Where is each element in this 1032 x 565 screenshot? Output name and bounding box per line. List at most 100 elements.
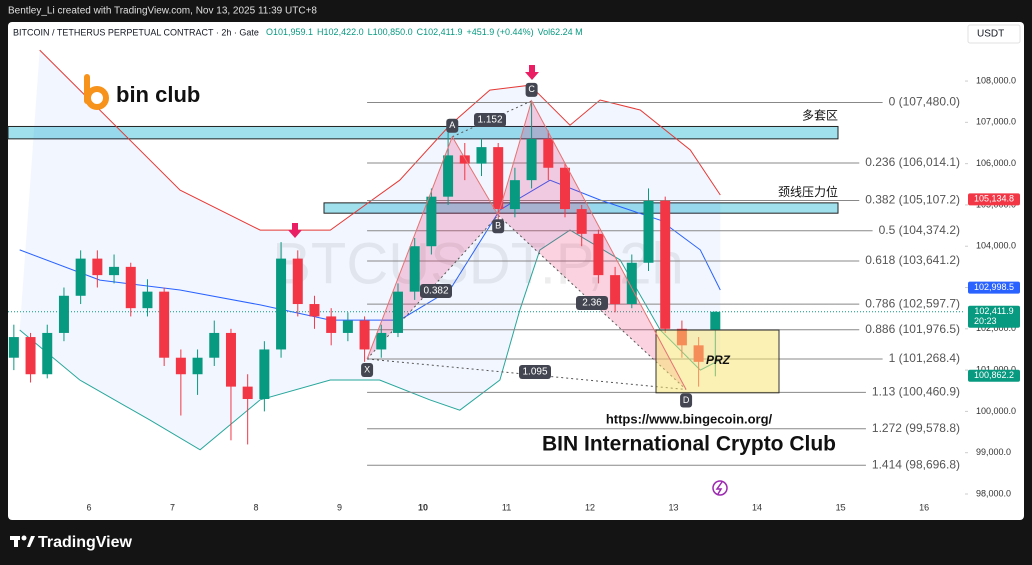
candle-body bbox=[710, 311, 721, 331]
candle-body bbox=[175, 357, 186, 375]
point-label: B bbox=[495, 221, 501, 231]
x-tick-label: 13 bbox=[669, 502, 679, 512]
x-tick-label: 10 bbox=[418, 502, 428, 512]
y-tick-label: 104,000.0 bbox=[976, 241, 1016, 251]
candle-body bbox=[626, 262, 637, 305]
fib-label: 1.13 (100,460.9) bbox=[872, 385, 960, 399]
fib-label: 0 (107,480.0) bbox=[889, 95, 960, 109]
ratio-badge bbox=[420, 284, 452, 298]
club-name: BIN International Crypto Club bbox=[542, 433, 836, 456]
currency: USDT bbox=[977, 29, 1004, 40]
candle-body bbox=[610, 275, 621, 305]
candle-body bbox=[42, 332, 53, 375]
currency-box bbox=[967, 24, 1021, 44]
price-tag-label: 105,134.8 bbox=[974, 194, 1014, 204]
point-label: X bbox=[364, 364, 370, 374]
candle-body bbox=[559, 167, 570, 210]
pattern-fill bbox=[498, 100, 687, 390]
candle-body bbox=[225, 332, 236, 387]
legend-value: C102,411.9 bbox=[417, 27, 463, 37]
logo-text: bin club bbox=[116, 82, 200, 107]
candle-body bbox=[443, 155, 454, 197]
legend-value: +451.9 (+0.44%) bbox=[467, 27, 534, 37]
arrow-marker bbox=[288, 223, 302, 238]
point-label: C bbox=[528, 84, 535, 94]
price-tag bbox=[968, 305, 1020, 328]
legend-value: H102,422.0 bbox=[317, 27, 364, 37]
point-badge bbox=[492, 219, 505, 234]
x-tick-label: 15 bbox=[836, 502, 846, 512]
point-badge bbox=[525, 82, 538, 97]
candle-body bbox=[109, 266, 120, 276]
point-label: D bbox=[683, 395, 690, 405]
candle-body bbox=[142, 291, 153, 309]
legend-value: O101,959.1 bbox=[266, 27, 313, 37]
x-tick-label: 12 bbox=[585, 502, 595, 512]
fib-label: 0.236 (106,014.1) bbox=[865, 155, 960, 169]
bolt bbox=[715, 481, 723, 495]
point-badge bbox=[361, 362, 374, 377]
y-tick-label: 106,000.0 bbox=[976, 158, 1016, 168]
ratio-label: 1.095 bbox=[522, 367, 547, 378]
candle-body bbox=[493, 147, 504, 210]
price-tag-label: 102,411.9 bbox=[974, 306, 1013, 316]
pattern-line bbox=[366, 99, 687, 390]
candle-body bbox=[476, 147, 487, 164]
y-tick-label: 108,000.0 bbox=[976, 75, 1016, 85]
x-tick-label: 11 bbox=[502, 502, 511, 512]
x-tick-label: 16 bbox=[919, 502, 929, 512]
candle-body bbox=[209, 332, 220, 358]
footer-logo bbox=[10, 535, 35, 547]
zone bbox=[7, 125, 839, 140]
ohlc-legend: O101,959.1 H102,422.0 L100,850.0 C102,411.9… bbox=[266, 27, 583, 37]
candle-body bbox=[376, 332, 387, 350]
candle-body bbox=[593, 233, 604, 276]
fib-label: 1.272 (99,578.8) bbox=[872, 421, 960, 435]
candle-body bbox=[643, 200, 654, 263]
fib-label: 0.618 (103,641.2) bbox=[865, 253, 960, 267]
y-tick-label: 100,000.0 bbox=[976, 406, 1016, 416]
x-tick-label: 7 bbox=[170, 502, 175, 512]
ratio-label: 0.382 bbox=[423, 286, 448, 297]
footer-brand: TradingView bbox=[38, 534, 133, 551]
candle-body bbox=[58, 295, 69, 333]
y-tick-label: 107,000.0 bbox=[976, 117, 1016, 127]
ratio-badge bbox=[576, 296, 608, 310]
candle-body bbox=[192, 357, 203, 375]
price-tag-label: 102,998.5 bbox=[974, 282, 1014, 292]
candle-body bbox=[426, 196, 437, 247]
price-tag bbox=[968, 193, 1020, 206]
candle-body bbox=[660, 200, 671, 329]
x-tick-label: 14 bbox=[752, 502, 762, 512]
x-tick-label: 9 bbox=[337, 502, 342, 512]
price-tag-time: 20:23 bbox=[974, 316, 997, 326]
candle-body bbox=[75, 258, 86, 296]
arrow-marker bbox=[525, 65, 539, 80]
zone-label: 颈线压力位 bbox=[778, 184, 838, 199]
ratio-badge bbox=[519, 365, 551, 379]
candle-body bbox=[25, 337, 36, 375]
candle-body bbox=[409, 246, 420, 292]
band-line bbox=[39, 49, 721, 231]
fib-label: 1.414 (98,696.8) bbox=[872, 457, 960, 471]
bolt-icon bbox=[712, 480, 728, 496]
fib-label: 0.5 (104,374.2) bbox=[879, 223, 960, 237]
url: https://www.bingecoin.org/ bbox=[606, 411, 773, 426]
candle-body bbox=[276, 258, 287, 350]
candle-body bbox=[392, 291, 403, 333]
candle-body bbox=[576, 209, 587, 234]
candle-body bbox=[242, 386, 253, 400]
chart-title: BITCOIN / TETHERUS PERPETUAL CONTRACT · … bbox=[13, 27, 259, 37]
candle-body bbox=[342, 320, 353, 333]
candle-body bbox=[509, 180, 520, 210]
candle-body bbox=[526, 138, 537, 181]
point-badge bbox=[446, 118, 459, 133]
point-label: A bbox=[449, 120, 455, 130]
candle-body bbox=[125, 266, 136, 309]
candle-body bbox=[259, 349, 270, 400]
candle-body bbox=[159, 291, 170, 358]
price-tag bbox=[968, 369, 1020, 382]
candle-body bbox=[543, 138, 554, 168]
